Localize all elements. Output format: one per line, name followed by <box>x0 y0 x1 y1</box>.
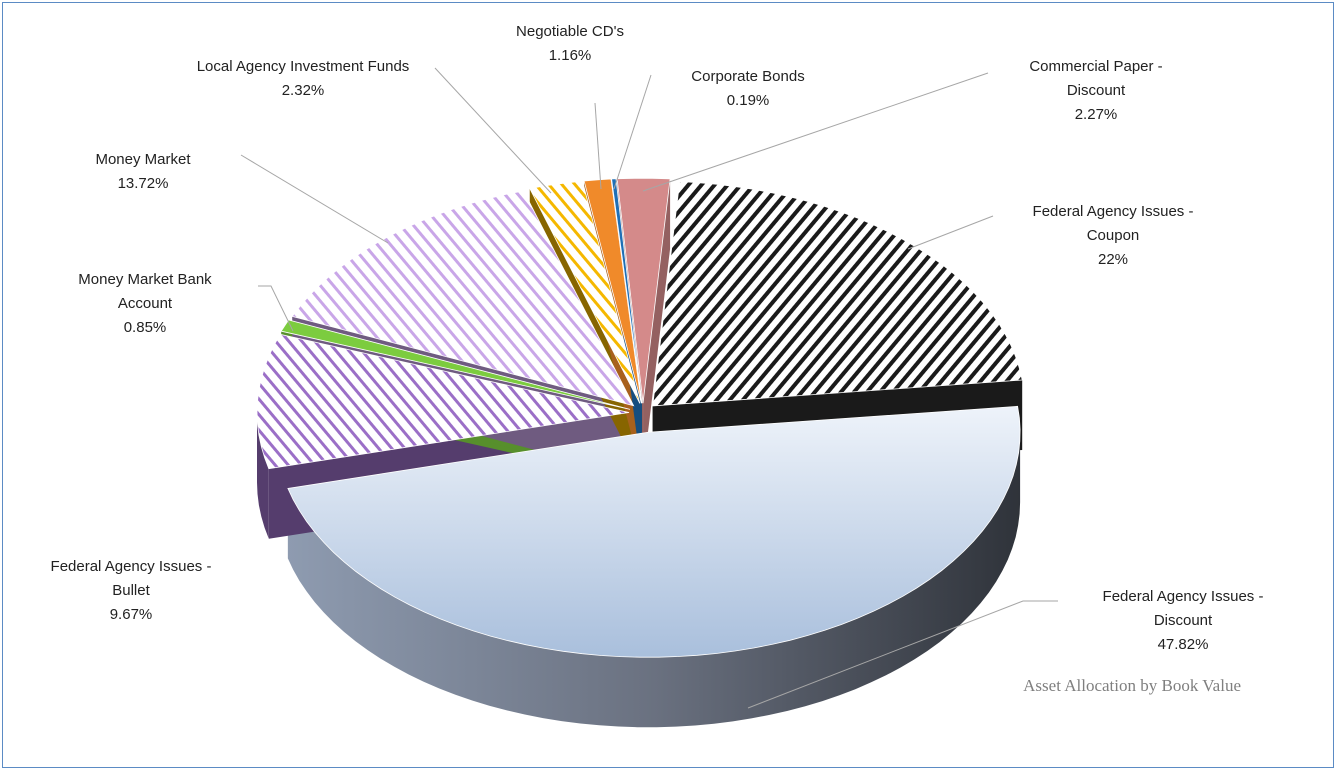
data-label: Money Market 13.72% <box>63 148 223 196</box>
slice-face <box>643 178 671 474</box>
category-label: Local Agency Investment Funds <box>196 58 410 75</box>
category-label: Money Market <box>95 151 191 168</box>
leader-line <box>642 72 989 192</box>
category-label: Federal Agency Issues - Bullet <box>50 558 212 599</box>
value-label: 22% <box>1097 251 1129 268</box>
chart-title: Asset Allocation by Book Value <box>1023 676 1241 695</box>
slice <box>287 405 1021 658</box>
value-label: 2.27% <box>1074 106 1118 123</box>
slice <box>256 333 630 470</box>
value-label: 1.16% <box>548 47 592 64</box>
category-label: Federal Agency Issues - Discount <box>1102 588 1264 629</box>
value-label: 0.19% <box>726 92 770 109</box>
value-label: 2.32% <box>281 82 325 99</box>
data-label: Federal Agency Issues - Bullet 9.67% <box>41 555 221 627</box>
data-label: Money Market Bank Account 0.85% <box>70 268 220 340</box>
leader-line <box>747 600 1058 709</box>
leader-line <box>594 102 602 190</box>
data-label: Commercial Paper - Discount 2.27% <box>1016 55 1176 127</box>
leader-line <box>434 67 552 194</box>
data-label: Local Agency Investment Funds 2.32% <box>173 55 433 103</box>
category-label: Negotiable CD's <box>516 23 624 40</box>
category-label: Commercial Paper - Discount <box>1029 58 1163 99</box>
leader-line <box>240 154 389 244</box>
value-label: 47.82% <box>1157 636 1209 653</box>
slice <box>652 181 1023 407</box>
data-label: Negotiable CD's 1.16% <box>490 20 650 68</box>
slice <box>291 190 635 407</box>
data-label: Federal Agency Issues - Coupon 22% <box>1023 200 1203 272</box>
value-label: 0.85% <box>123 319 167 336</box>
value-label: 9.67% <box>109 606 153 623</box>
data-label: Federal Agency Issues - Discount 47.82% <box>1093 585 1273 657</box>
category-label: Federal Agency Issues - Coupon <box>1032 203 1194 244</box>
leader-line <box>907 215 994 250</box>
pie-area <box>240 67 1058 728</box>
leader-line <box>613 74 652 190</box>
category-label: Corporate Bonds <box>691 68 805 85</box>
leader-line <box>258 285 294 332</box>
slice-side <box>257 412 269 539</box>
slice <box>583 178 642 404</box>
slice <box>611 178 643 404</box>
value-label: 13.72% <box>117 175 169 192</box>
category-label: Money Market Bank Account <box>78 271 212 312</box>
slice <box>616 177 671 404</box>
slice-side <box>287 432 1021 728</box>
data-label: Corporate Bonds 0.19% <box>668 65 828 113</box>
slice <box>280 319 631 410</box>
slice <box>529 180 641 404</box>
